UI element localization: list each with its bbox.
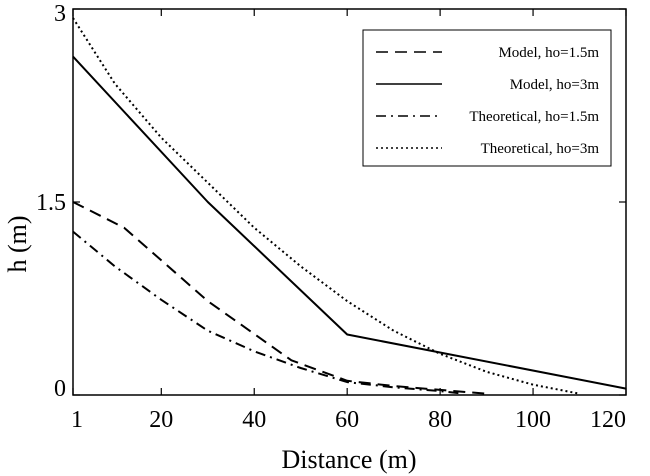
x-tick-label: 1 <box>71 407 83 433</box>
legend-items: Model, ho=1.5m Model, ho=3m Theoretical, h… <box>376 45 599 157</box>
legend: Model, ho=1.5m Model, ho=3m Theoretical, h… <box>362 29 612 167</box>
lines-layer <box>72 17 627 395</box>
series-line-1 <box>72 201 487 395</box>
x-tick-label: 120 <box>590 407 626 433</box>
x-tick-label: 100 <box>515 407 551 433</box>
x-tick-label: 40 <box>242 407 266 433</box>
y-tick-label: 1.5 <box>36 190 66 216</box>
legend-label: Model, ho=1.5m <box>498 45 599 61</box>
legend-label: Model, ho=3m <box>510 77 600 93</box>
y-tick-label: 3 <box>54 1 66 27</box>
x-tick-label: 60 <box>335 407 359 433</box>
y-axis-title: h (m) <box>3 215 32 272</box>
x-tick-label: 80 <box>428 407 452 433</box>
legend-label: Theoretical, ho=1.5m <box>469 109 599 125</box>
legend-label: Theoretical, ho=3m <box>481 141 600 157</box>
series-line-4 <box>72 17 580 395</box>
x-axis-title: Distance (m) <box>281 445 416 474</box>
series-line-2 <box>72 55 627 390</box>
y-tick-label: 0 <box>54 376 66 402</box>
x-tick-label: 20 <box>149 407 173 433</box>
series-line-3 <box>72 230 464 395</box>
